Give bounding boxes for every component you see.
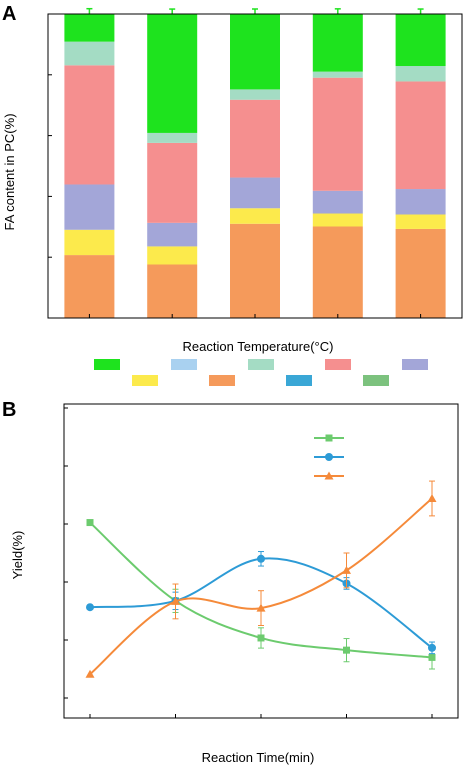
bar-segment-C18-1-55 <box>312 190 363 214</box>
bar-segment-C18-0-55 <box>312 213 363 227</box>
legend-marker <box>325 453 333 461</box>
bar-segment-C18-3-40 <box>64 41 115 66</box>
bar-segment-C18-2-60 <box>395 81 446 190</box>
data-point <box>343 646 350 654</box>
legend-item-C18-2 <box>325 359 351 370</box>
bar-segment-C18-0-40 <box>64 229 115 256</box>
bar-segment-C22-6-60 <box>395 14 446 67</box>
bar-stack-40 <box>64 7 115 318</box>
legend-marker <box>324 471 334 480</box>
bar-segment-C18-2-50 <box>230 99 280 178</box>
bar-segment-C16-0-45 <box>147 264 198 318</box>
bar-segment-C18-2-45 <box>147 142 198 223</box>
bar-segment-C18-0-45 <box>147 246 198 265</box>
data-point <box>86 519 94 527</box>
bar-segment-C18-2-55 <box>312 77 363 191</box>
bar-stack-45 <box>147 8 198 318</box>
panel-a-label: A <box>2 3 16 25</box>
bar-segment-C18-1-60 <box>395 189 446 215</box>
legend-item-lpc <box>314 453 344 461</box>
x-axis-label: Reaction Temperature(°C) <box>183 339 334 354</box>
data-point <box>428 643 436 652</box>
legend-swatch <box>402 359 428 370</box>
data-point <box>342 565 351 574</box>
legend-item-pc <box>314 434 344 442</box>
bar-segment-C22-6-40 <box>64 13 115 42</box>
legend <box>314 434 344 480</box>
data-point <box>257 634 265 642</box>
bar-segment-C18-0-50 <box>230 208 280 224</box>
bar-segment-C16-0-55 <box>312 226 363 318</box>
panel-b-label: B <box>2 399 16 421</box>
data-point <box>428 653 436 661</box>
legend-marker <box>325 434 333 442</box>
legend-item-C18-0 <box>132 375 158 386</box>
legend-swatch <box>363 375 389 386</box>
axes <box>63 403 459 719</box>
bar-segment-C18-1-50 <box>230 177 280 209</box>
line-chart: Yield(%) Reaction Time(min) <box>10 403 459 765</box>
data-point <box>86 603 94 612</box>
series-gpc <box>85 480 437 678</box>
legend-swatch <box>132 375 158 386</box>
legend-swatch <box>171 359 197 370</box>
legend-item-C14-0 <box>363 375 389 386</box>
bar-segment-C18-2-40 <box>64 65 115 185</box>
bar-stack-50 <box>230 8 280 318</box>
stacked-bar-chart: FA content in PC(%) Reaction Temperature… <box>2 7 463 386</box>
legend-item-C15-0 <box>286 375 312 386</box>
legend-item-C16-0 <box>209 375 235 386</box>
bar-segment-C22-6-45 <box>147 14 198 133</box>
y-axis-label: FA content in PC(%) <box>2 113 17 230</box>
bar-segment-C22-6-50 <box>230 14 280 90</box>
y-axis-label: Yield(%) <box>10 531 25 580</box>
legend-swatch <box>325 359 351 370</box>
bar-segment-C22-6-55 <box>312 13 363 72</box>
bar-segment-C18-3-55 <box>312 71 363 78</box>
data-point <box>256 603 266 612</box>
data-point <box>85 669 95 678</box>
legend-item-C18-3 <box>248 359 274 370</box>
bar-segment-C16-0-40 <box>64 255 115 318</box>
legend-swatch <box>286 375 312 386</box>
legend-item-gpc <box>314 471 344 480</box>
data-point <box>171 596 180 605</box>
bar-segment-C18-3-50 <box>230 89 280 100</box>
axes <box>47 13 463 319</box>
series-lines <box>85 480 437 678</box>
bar-segment-C18-0-60 <box>395 214 446 229</box>
data-point <box>427 493 437 502</box>
bar-segment-C16-0-60 <box>395 228 446 318</box>
bar-stack-55 <box>312 8 363 318</box>
legend-swatch <box>94 359 120 370</box>
legend-item-C18-1 <box>402 359 428 370</box>
bar-segment-C18-3-60 <box>395 66 446 82</box>
legend <box>94 359 428 386</box>
bar-segment-C18-3-45 <box>147 132 198 143</box>
legend-swatch <box>209 375 235 386</box>
legend-item-C22-6 <box>94 359 120 370</box>
bar-segment-C16-0-50 <box>230 223 280 318</box>
bar-stacks <box>64 7 446 318</box>
data-point <box>257 554 265 563</box>
bar-segment-C18-1-45 <box>147 222 198 247</box>
bar-segment-C18-1-40 <box>64 184 115 230</box>
legend-swatch <box>248 359 274 370</box>
x-axis-label: Reaction Time(min) <box>202 750 315 765</box>
bar-stack-60 <box>395 8 446 318</box>
legend-item-C22-5 <box>171 359 197 370</box>
